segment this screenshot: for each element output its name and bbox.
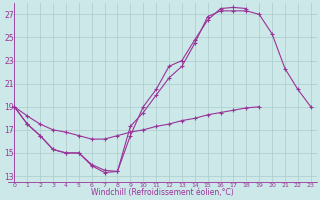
X-axis label: Windchill (Refroidissement éolien,°C): Windchill (Refroidissement éolien,°C) [91,188,234,197]
